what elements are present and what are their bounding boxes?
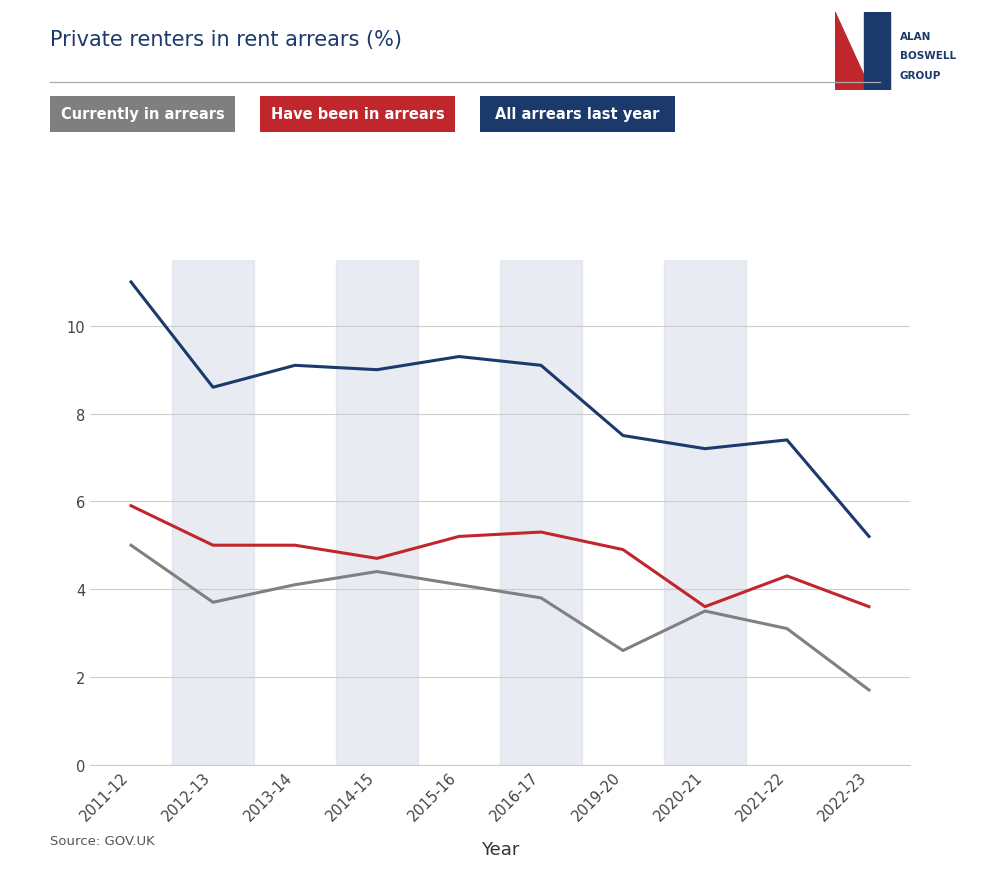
Text: Currently in arrears: Currently in arrears <box>61 107 224 123</box>
Text: ALAN: ALAN <box>900 31 931 42</box>
Text: Source: GOV.UK: Source: GOV.UK <box>50 834 155 847</box>
X-axis label: Year: Year <box>481 840 519 859</box>
Bar <box>500 261 582 765</box>
Bar <box>336 261 418 765</box>
Text: GROUP: GROUP <box>900 70 941 81</box>
Text: All arrears last year: All arrears last year <box>495 107 660 123</box>
Text: BOSWELL: BOSWELL <box>900 51 956 61</box>
Text: Private renters in rent arrears (%): Private renters in rent arrears (%) <box>50 30 402 50</box>
Polygon shape <box>835 13 871 91</box>
Text: Have been in arrears: Have been in arrears <box>271 107 444 123</box>
Polygon shape <box>864 13 890 91</box>
Bar <box>664 261 746 765</box>
Bar <box>172 261 254 765</box>
